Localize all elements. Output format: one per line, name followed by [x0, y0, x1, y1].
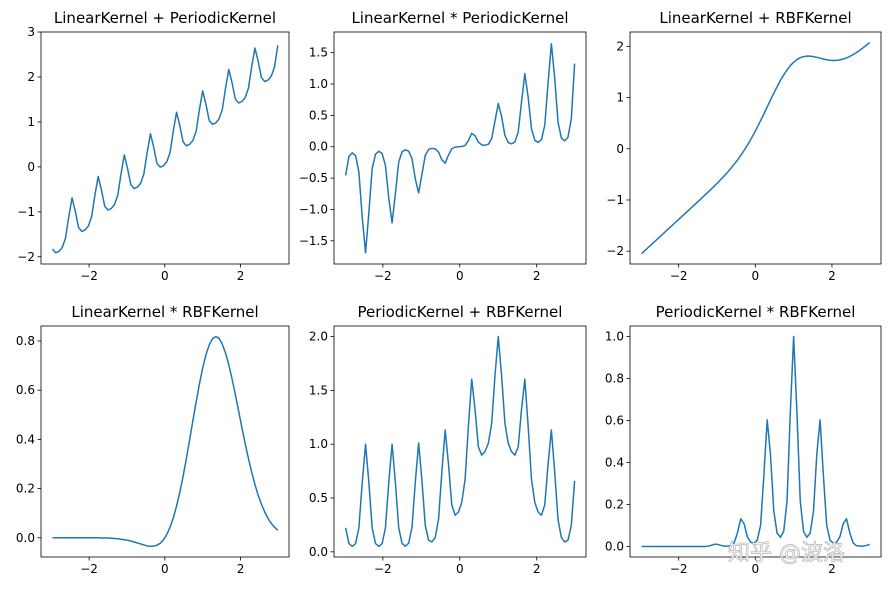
x-tick-label: −2: [80, 562, 98, 576]
y-tick-label: 0.5: [309, 108, 328, 122]
y-tick-label: 1.5: [309, 46, 328, 60]
subplot-title: LinearKernel + RBFKernel: [659, 9, 851, 27]
y-tick-label: 2: [27, 70, 35, 84]
y-tick-label: 1.0: [605, 330, 624, 344]
x-tick-label: 0: [751, 269, 759, 283]
line: [641, 335, 870, 548]
y-tick-label: 0.5: [309, 491, 328, 505]
x-tick-label: −2: [374, 269, 392, 283]
y-tick-label: 0.4: [605, 456, 624, 470]
y-tick-label: 2.0: [309, 330, 328, 344]
y-tick-label: 1.0: [309, 437, 328, 451]
x-tick-label: 0: [161, 562, 169, 576]
subplot-title: LinearKernel * RBFKernel: [71, 303, 258, 321]
y-tick-label: −2: [17, 250, 35, 264]
x-tick-label: −2: [80, 269, 98, 283]
y-tick-label: 0.0: [16, 531, 35, 545]
x-tick-label: 0: [751, 562, 759, 576]
y-tick-label: 0: [616, 142, 624, 156]
y-tick-label: 0.6: [605, 414, 624, 428]
y-tick-label: −1: [606, 193, 624, 207]
y-tick-label: 0.8: [605, 372, 624, 386]
subplot-title: LinearKernel + PeriodicKernel: [54, 9, 276, 27]
y-tick-label: 1.0: [309, 77, 328, 91]
line: [344, 335, 576, 548]
y-tick-label: −2: [606, 244, 624, 258]
y-tick-label: −0.5: [299, 171, 328, 185]
y-tick-label: 2: [616, 39, 624, 53]
y-tick-label: 0.2: [16, 482, 35, 496]
y-tick-label: −1.0: [299, 202, 328, 216]
line: [344, 43, 576, 254]
watermark: 知乎 @波洛: [728, 541, 845, 566]
y-tick-label: 1.5: [309, 383, 328, 397]
subplot-title: PeriodicKernel * RBFKernel: [656, 303, 856, 321]
y-tick-label: 0.8: [16, 334, 35, 348]
y-tick-label: 0.4: [16, 432, 35, 446]
y-tick-label: 0.2: [605, 498, 624, 512]
y-tick-label: 0.0: [309, 545, 328, 559]
x-tick-label: −2: [374, 562, 392, 576]
y-tick-label: −1: [17, 205, 35, 219]
x-tick-label: −2: [670, 269, 688, 283]
x-tick-label: 2: [828, 562, 836, 576]
x-tick-label: 0: [456, 562, 464, 576]
y-tick-label: 1: [27, 115, 35, 129]
x-tick-label: 0: [456, 269, 464, 283]
x-tick-label: −2: [670, 562, 688, 576]
line: [52, 335, 279, 548]
line: [51, 45, 279, 254]
x-tick-label: 2: [533, 269, 541, 283]
y-tick-label: 0: [27, 160, 35, 174]
y-tick-label: −1.5: [299, 234, 328, 248]
y-tick-label: 3: [27, 25, 35, 39]
y-tick-label: 0.6: [16, 383, 35, 397]
x-tick-label: 2: [237, 269, 245, 283]
x-tick-label: 0: [161, 269, 169, 283]
y-tick-label: 1: [616, 91, 624, 105]
y-tick-label: 0.0: [309, 140, 328, 154]
line: [641, 41, 871, 255]
x-tick-label: 2: [237, 562, 245, 576]
x-tick-label: 2: [828, 269, 836, 283]
x-tick-label: 2: [533, 562, 541, 576]
subplot-title: PeriodicKernel + RBFKernel: [358, 303, 563, 321]
y-tick-label: 0.0: [605, 540, 624, 554]
subplot-title: LinearKernel * PeriodicKernel: [351, 9, 568, 27]
